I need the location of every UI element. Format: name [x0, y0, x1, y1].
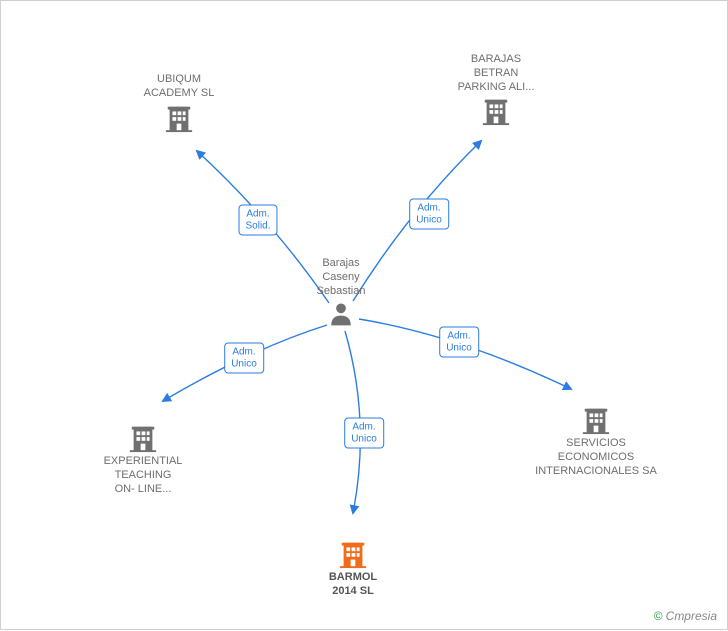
watermark-prefix: C: [666, 609, 675, 623]
copyright-symbol: ©: [654, 609, 663, 623]
company-node-ubiqum[interactable]: UBIQUMACADEMY SL: [109, 73, 249, 135]
company-label-line: INTERNACIONALES SA: [526, 465, 666, 479]
company-label-line: TEACHING: [73, 469, 213, 483]
company-label-line: SERVICIOS: [526, 437, 666, 451]
center-person-node[interactable]: BarajasCasenySebastian: [271, 257, 411, 330]
company-label-line: EXPERIENTIAL: [73, 455, 213, 469]
center-label-line: Caseny: [271, 271, 411, 285]
company-label-line: BARAJAS: [426, 53, 566, 67]
company-label-line: BETRAN: [426, 67, 566, 81]
edge-label-experiential: Adm. Unico: [224, 343, 264, 374]
building-icon: [283, 539, 423, 569]
watermark: ©Cmpresia: [654, 609, 717, 623]
center-label-line: Sebastian: [271, 285, 411, 299]
company-node-barmol[interactable]: BARMOL2014 SL: [283, 537, 423, 599]
center-label-line: Barajas: [271, 257, 411, 271]
company-label-line: ACADEMY SL: [109, 87, 249, 101]
person-icon: [271, 300, 411, 328]
company-label-line: ON- LINE...: [73, 483, 213, 497]
edge-label-barajas_betran: Adm. Unico: [409, 199, 449, 230]
edge-label-ubiqum: Adm. Solid.: [238, 205, 277, 236]
watermark-text: mpresia: [674, 609, 717, 623]
company-node-servicios[interactable]: SERVICIOSECONOMICOSINTERNACIONALES SA: [526, 403, 666, 478]
edge-label-servicios: Adm. Unico: [439, 327, 479, 358]
company-label-line: UBIQUM: [109, 73, 249, 87]
building-icon: [526, 405, 666, 435]
company-label-line: PARKING ALI...: [426, 81, 566, 95]
edge-label-barmol: Adm. Unico: [344, 418, 384, 449]
building-icon: [426, 96, 566, 126]
building-icon: [109, 103, 249, 133]
building-icon: [73, 423, 213, 453]
company-label-line: ECONOMICOS: [526, 451, 666, 465]
company-label-line: BARMOL: [283, 571, 423, 585]
company-node-barajas_betran[interactable]: BARAJASBETRANPARKING ALI...: [426, 53, 566, 128]
company-node-experiential[interactable]: EXPERIENTIALTEACHINGON- LINE...: [73, 421, 213, 496]
company-label-line: 2014 SL: [283, 585, 423, 599]
